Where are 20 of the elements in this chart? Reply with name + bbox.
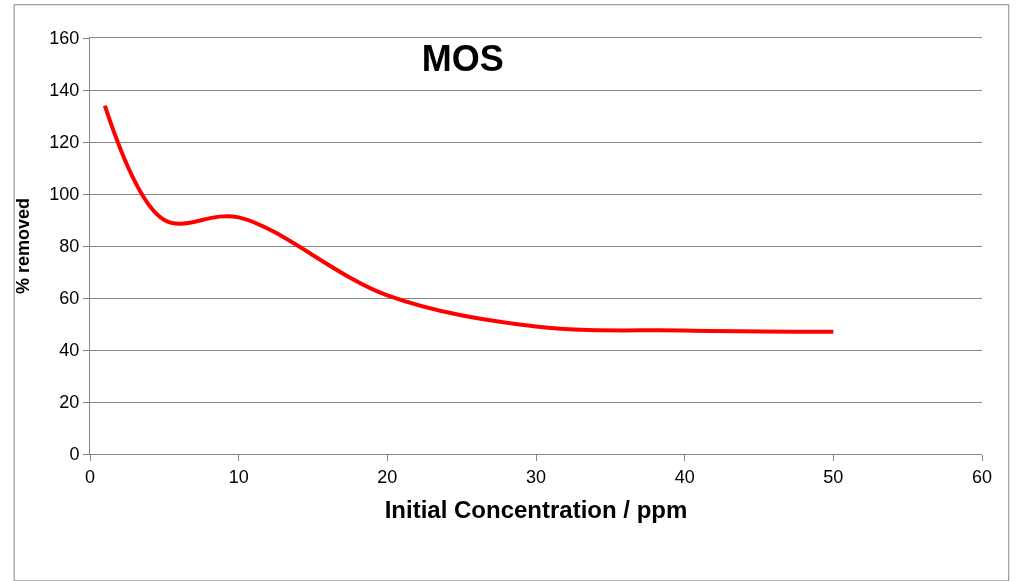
y-tick-label: 140 [49,80,80,101]
x-tick-label: 20 [377,466,398,487]
y-tick-label: 100 [49,184,80,205]
chart-title: MOS [421,37,504,79]
x-tick-label: 0 [84,466,96,487]
y-tick-label: 120 [49,132,80,153]
y-tick-label: 80 [59,236,80,257]
x-tick-label: 60 [971,466,993,487]
x-tick-label: 50 [823,466,844,487]
x-tick-label: 10 [228,466,249,487]
x-axis-title: Initial Concentration / ppm [384,495,688,523]
y-tick-label: 60 [59,288,80,309]
y-tick-label: 160 [49,28,80,49]
y-axis-title: % removed [12,197,33,295]
y-tick-label: 20 [59,392,80,413]
x-tick-label: 40 [674,466,695,487]
y-tick-label: 0 [69,444,80,465]
line-series [102,103,836,334]
y-tick-label: 40 [59,340,80,361]
x-tick-label: 30 [525,466,547,487]
